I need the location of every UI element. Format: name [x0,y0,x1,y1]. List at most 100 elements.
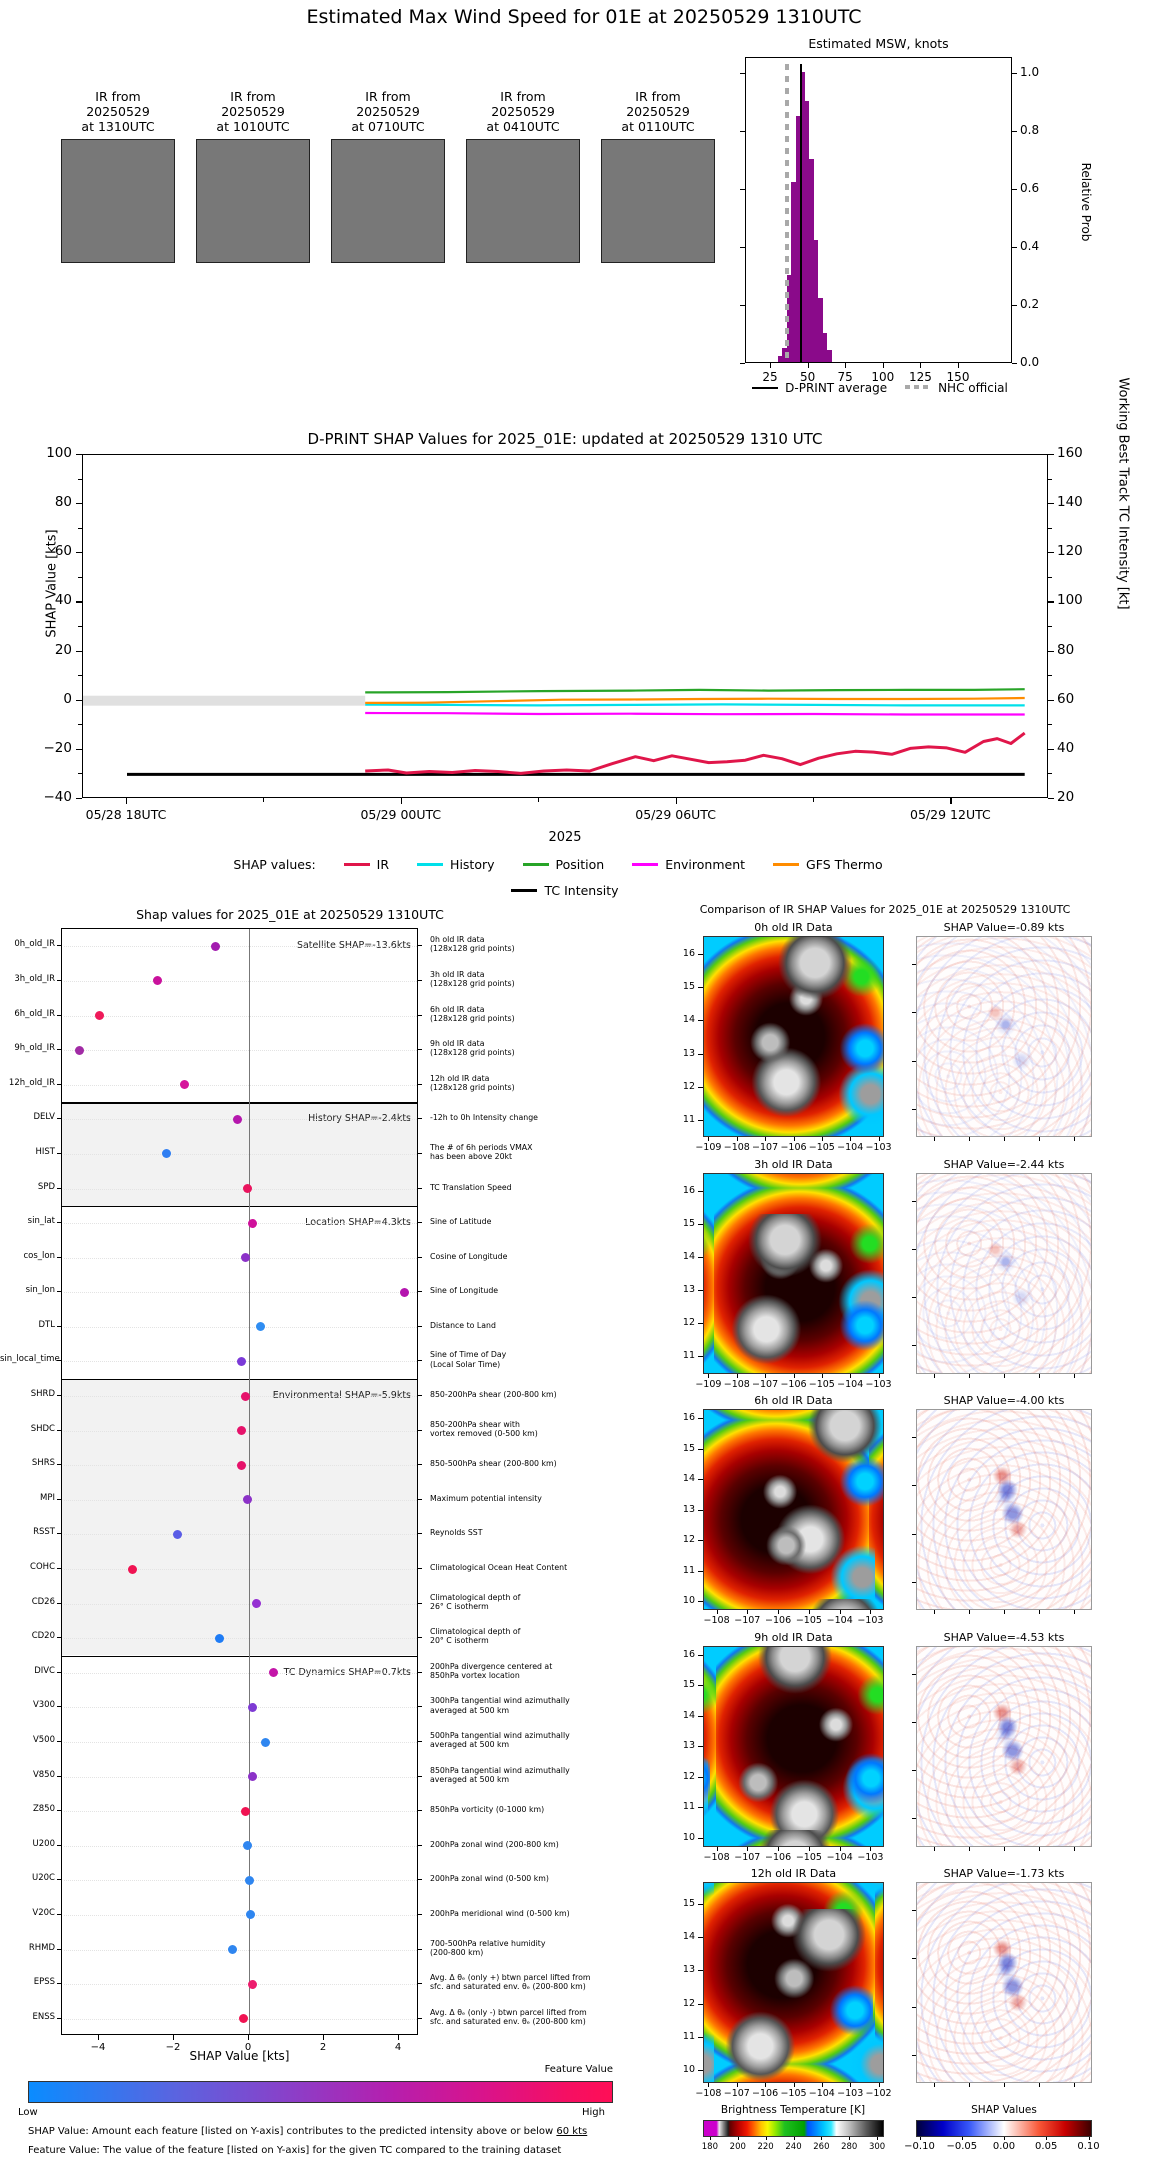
timeseries-xtick-minor [813,798,814,802]
dotplot-feature-desc-line: (128x128 grid points) [430,1013,515,1023]
dotplot-feature-desc-line: 850-200hPa shear with [430,1419,520,1429]
histogram-xtick-mark [920,363,922,368]
histogram-bar [777,356,783,362]
timeseries-legend-item: History [417,852,495,878]
dotplot-feature-desc-line: (128x128 grid points) [430,1082,515,1092]
comparison-ytick-label: 12 [682,1997,695,2009]
dotplot-point-CD26 [252,1599,261,1609]
comparison-ir-image [703,1172,884,1374]
dotplot-zero-line [249,929,250,2034]
comparison-shap-image [916,1882,1092,2083]
dotplot-feature-tick [57,1533,61,1535]
ir-thumbnail-caption-line: 20250529 [86,103,150,119]
timeseries-ytick-right-mark [1048,798,1054,800]
dotplot-feature-desc-line: (Local Solar Time) [430,1359,501,1369]
shap-colorbar-tick-label: 0.00 [992,2141,1016,2152]
timeseries-legend: SHAP values: IR History Position Environment… [82,852,1048,904]
dotplot-point-RHMD [227,1945,237,1954]
ir-thumbnail-caption-line: at 0410UTC [486,118,560,134]
ir-thumbnail-caption: IR from 20250529 at 0710UTC [331,89,445,134]
comparison-xtick-label: −103 [857,1851,884,1863]
comparison-ytick-label: 12 [682,1080,695,1092]
timeseries-ylabel-right: Working Best Track TC Intensity [kt] [1115,377,1131,610]
dotplot-feature-desc: Avg. Δ θₑ (only +) btwn parcel lifted fr… [430,1973,590,1991]
dotplot-desc-tick [418,1706,422,1708]
dotplot-xtick-label: −4 [90,2042,106,2053]
timeseries-ytick-left-mark [76,699,82,701]
footnote-feature: Feature Value: The value of the feature … [28,2145,562,2156]
dotplot-desc-tick [418,1429,422,1431]
comparison-shap-xtick [1039,2083,1041,2087]
comparison-ytick-label: 16 [682,1412,695,1423]
comparison-ytick-label: 15 [682,1217,695,1229]
dotplot-row-gridline [64,1672,417,1674]
dotplot-row-gridline [64,1153,417,1155]
timeseries-ylabel-left: SHAP Value [kts] [44,529,60,638]
timeseries-ytick-right-label: 80 [1057,641,1075,658]
dotplot-feature-desc-line: Distance to Land [430,1320,496,1330]
dotplot-feature-desc: 850-200hPa shear with vortex removed (0-5… [430,1420,538,1438]
comparison-ytick-mark [698,1119,703,1121]
timeseries-ytick-right-label: 160 [1057,445,1083,461]
comparison-ytick-label: 12 [682,1770,695,1782]
comparison-ir-image [703,936,884,1137]
dotplot-desc-tick [418,1222,422,1223]
dotplot-feature-label: DELV [33,1112,55,1123]
timeseries-xtick-mark [400,798,402,804]
comparison-xtick-mark [736,1373,738,1378]
comparison-xtick-label: −104 [808,2088,835,2099]
comparison-ytick-mark [698,1570,703,1572]
comparison-xtick-mark [878,1137,880,1141]
dotplot-desc-tick [418,1810,422,1812]
ir-thumbnail-image [466,139,580,264]
comparison-xtick-label: −107 [752,1142,779,1153]
dotplot-feature-desc-line: 850-200hPa shear (200-800 km) [430,1390,557,1399]
dotplot-feature-tick [57,945,61,947]
dotplot-desc-tick [418,1879,422,1881]
nhc-official-line [784,64,789,362]
timeseries-title: D-PRINT SHAP Values for 2025_01E: update… [307,430,823,448]
dotplot-feature-desc-line: (128x128 grid points) [430,979,515,989]
dotplot-feature-label: CD26 [31,1596,55,1607]
dotplot-point-U20C [244,1875,254,1885]
dotplot-row-gridline [64,1569,417,1570]
dotplot-feature-desc-line: Cosine of Longitude [430,1251,508,1261]
comparison-ytick-mark [698,954,703,956]
comparison-ir-title: 3h old IR Data [754,1157,833,1171]
series-swatch [632,863,659,866]
dotplot-row-gridline [64,1845,417,1847]
dotplot-feature-label: sin_lon [25,1285,55,1296]
timeseries-ytick-right-minor [1048,675,1052,677]
dprint-average-line [800,64,802,362]
timeseries-ytick-right-label: 100 [1057,592,1083,609]
timeseries-ytick-left-mark [76,503,82,505]
comparison-shap-ytick [912,1297,916,1299]
timeseries-ytick-left-label: 0 [63,690,72,707]
ir-thumbnail-caption-line: IR from [365,89,411,104]
dotplot-point-12h_old_IR [179,1080,189,1090]
dotplot-feature-label: COHC [30,1562,55,1572]
dotplot-feature-tick [57,1222,61,1223]
timeseries-ytick-left-mark [76,454,82,456]
comparison-ytick-mark [698,1601,703,1603]
dotplot-feature-tick [57,1637,61,1639]
dotplot-row-gridline [64,1534,417,1536]
comparison-ytick-label: 15 [682,1898,695,1910]
comparison-ytick-label: 14 [682,1014,695,1026]
dotplot-feature-desc-line: vortex removed (0-500 km) [430,1428,538,1438]
series-swatch [522,863,549,866]
comparison-ytick-mark [698,1448,703,1450]
dotplot-point-V850 [248,1772,258,1781]
dotplot-row-gridline [64,946,417,948]
shap-colorbar-title: SHAP Values [971,2104,1037,2116]
dotplot-feature-desc: 300hPa tangential wind azimuthally averag… [430,1696,570,1714]
footnote-shap: SHAP Value: Amount each feature [listed … [28,2126,648,2137]
comparison-xtick-label: −108 [723,1142,750,1153]
comparison-xtick-mark [716,1610,718,1614]
timeseries-ytick-right-minor [1048,478,1052,480]
dotplot-desc-tick [418,1913,422,1915]
ir-thumbnail-caption: IR from 20250529 at 1010UTC [196,89,310,134]
dotplot-feature-tick [57,1775,61,1777]
comparison-ir-title: 12h old IR Data [750,1867,837,1880]
comparison-shap-xtick [968,1373,970,1378]
